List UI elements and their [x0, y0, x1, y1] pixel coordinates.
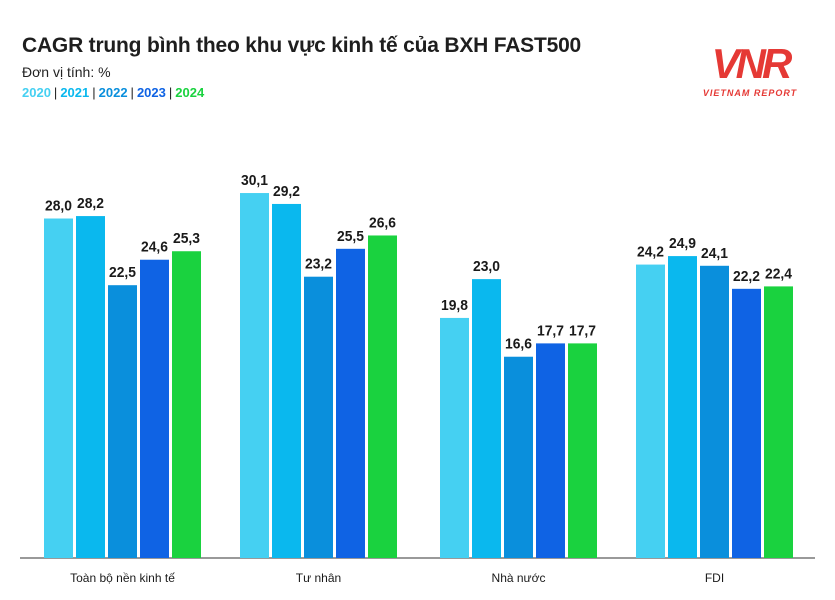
bar-2024-2 [568, 343, 597, 558]
data-label-2020-0: 28,0 [45, 198, 72, 215]
bar-2024-0 [172, 251, 201, 559]
legend-item-2021: 2021 [60, 85, 90, 100]
legend-item-2022: 2022 [98, 85, 128, 100]
category-label-3: FDI [705, 571, 724, 585]
bar-2023-3 [732, 288, 761, 558]
logo-subtitle: VIETNAM REPORT [703, 88, 798, 98]
unit-label: Đơn vị tính: % [22, 64, 111, 80]
category-label-0: Toàn bộ nền kinh tế [70, 571, 175, 585]
data-label-2023-2: 17,7 [537, 322, 564, 339]
data-label-2024-0: 25,3 [173, 230, 200, 247]
chart-title: CAGR trung bình theo khu vực kinh tế của… [22, 34, 582, 57]
bar-2022-1 [304, 276, 333, 558]
data-label-2020-2: 19,8 [441, 297, 468, 314]
bar-2021-0 [76, 216, 105, 558]
category-label-1: Tư nhân [296, 571, 341, 585]
bar-2024-3 [764, 286, 793, 558]
logo-mark: VNR [712, 40, 793, 87]
legend: 2020 | 2021 | 2022 | 2023 | 2024 [22, 85, 204, 100]
bar-2020-3 [636, 264, 665, 558]
bar-2023-0 [140, 259, 169, 558]
vnr-logo: VNR VIETNAM REPORT [703, 40, 798, 98]
data-label-2021-1: 29,2 [273, 183, 300, 200]
bar-2021-2 [472, 279, 501, 558]
data-label-2021-3: 24,9 [669, 235, 696, 252]
bar-2024-1 [368, 235, 397, 558]
bar-2021-1 [272, 203, 301, 558]
data-label-2020-3: 24,2 [637, 244, 664, 261]
data-label-2023-3: 22,2 [733, 268, 760, 285]
legend-item-2020: 2020 [22, 85, 51, 100]
category-label-2: Nhà nước [492, 571, 546, 585]
legend-separator: | [53, 85, 58, 100]
legend-separator: | [168, 85, 173, 100]
data-label-2022-0: 22,5 [109, 264, 136, 281]
data-label-2020-1: 30,1 [241, 172, 268, 189]
bar-2021-3 [668, 256, 697, 558]
bar-2020-1 [240, 193, 269, 558]
bar-2020-0 [44, 218, 73, 558]
bar-2023-1 [336, 248, 365, 558]
data-label-2024-1: 26,6 [369, 214, 396, 231]
data-label-2022-2: 16,6 [505, 336, 532, 353]
bar-2022-0 [108, 285, 137, 558]
data-label-2024-3: 22,4 [765, 265, 793, 282]
legend-separator: | [92, 85, 96, 100]
data-label-2023-1: 25,5 [337, 228, 364, 245]
data-label-2023-0: 24,6 [141, 239, 168, 256]
data-label-2022-1: 23,2 [305, 256, 332, 273]
bar-2020-2 [440, 317, 469, 558]
legend-separator: | [130, 85, 134, 100]
bar-2023-2 [536, 343, 565, 558]
data-label-2022-3: 24,1 [701, 245, 728, 262]
bar-2022-3 [700, 265, 729, 558]
data-label-2024-2: 17,7 [569, 322, 596, 339]
bar-2022-2 [504, 356, 533, 558]
data-label-2021-2: 23,0 [473, 258, 500, 275]
legend-item-2023: 2023 [136, 85, 166, 100]
legend-item-2024: 2024 [175, 85, 205, 100]
data-label-2021-0: 28,2 [77, 195, 104, 212]
